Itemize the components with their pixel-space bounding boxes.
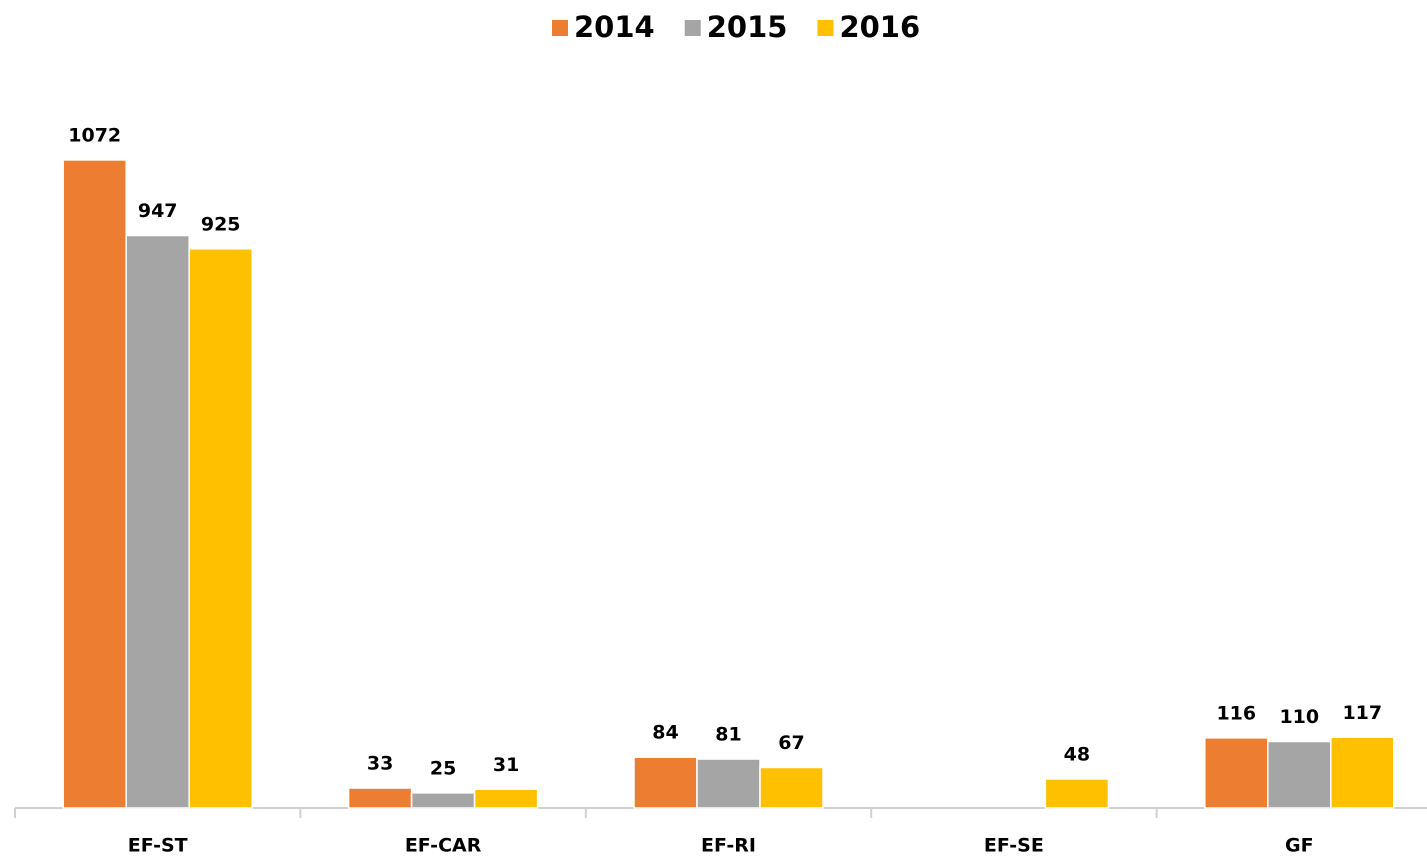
bar <box>125 234 190 809</box>
legend-swatch <box>552 20 568 36</box>
legend-swatch <box>817 20 834 36</box>
x-tick-label: EF-RI <box>701 835 756 857</box>
data-label: 947 <box>138 200 178 222</box>
data-label: 25 <box>430 757 456 779</box>
data-label: 925 <box>201 213 241 235</box>
data-label: 31 <box>493 754 519 776</box>
x-tick-label: EF-CAR <box>405 835 482 857</box>
bar <box>62 159 127 809</box>
legend-swatch <box>684 20 701 36</box>
bar <box>759 766 824 809</box>
legend: 2014 2015 2016 <box>552 10 920 44</box>
bar <box>633 756 698 809</box>
x-tick-label: EF-ST <box>128 835 188 857</box>
bar <box>473 788 539 809</box>
data-label: 117 <box>1342 702 1382 724</box>
bar <box>1044 778 1110 809</box>
legend-label: 2014 <box>574 10 655 44</box>
data-label: 110 <box>1279 706 1319 728</box>
data-label: 1072 <box>68 124 121 146</box>
bar <box>696 758 761 809</box>
bar <box>410 792 476 809</box>
legend-label: 2015 <box>707 10 788 44</box>
data-label: 84 <box>652 722 678 744</box>
x-tick-label: EF-SE <box>984 835 1044 857</box>
bar <box>1204 737 1269 809</box>
data-label: 116 <box>1216 702 1256 724</box>
x-tick-label: GF <box>1285 835 1314 857</box>
legend-label: 2016 <box>839 10 920 44</box>
data-label: 67 <box>778 732 804 754</box>
data-label: 33 <box>367 753 393 775</box>
data-label: 48 <box>1064 743 1090 765</box>
bar <box>188 248 253 809</box>
bar <box>1330 736 1395 809</box>
data-label: 81 <box>715 724 741 746</box>
bar <box>347 787 413 809</box>
bar <box>1267 740 1332 809</box>
